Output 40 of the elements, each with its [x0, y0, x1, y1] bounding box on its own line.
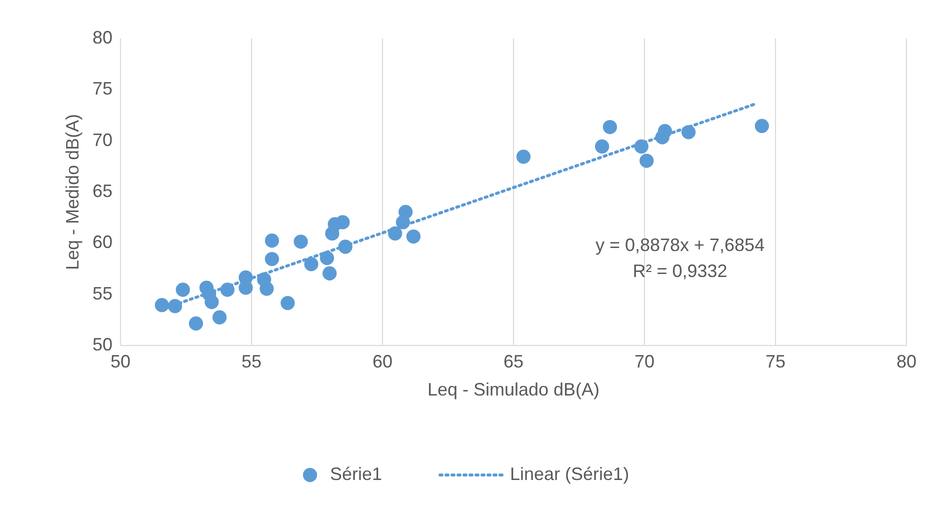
point — [280, 296, 295, 310]
point — [294, 234, 308, 249]
annotation: R² = 0,9332 — [632, 261, 728, 281]
point — [188, 316, 204, 331]
legend-label: Linear (Série1) — [510, 464, 630, 484]
point — [602, 120, 618, 134]
point — [212, 310, 227, 324]
x-tick-label: 80 — [896, 352, 917, 372]
point — [336, 215, 350, 230]
point — [322, 266, 337, 280]
point — [238, 280, 253, 295]
point — [754, 118, 769, 134]
point — [264, 234, 280, 248]
legend-label: Série1 — [330, 464, 382, 484]
x-tick-label: 75 — [765, 352, 786, 372]
point — [595, 139, 610, 154]
x-tick-label: 50 — [110, 352, 131, 372]
point — [176, 282, 190, 297]
point — [406, 229, 421, 244]
y-axis-title: Leq - Medido dB(A) — [62, 114, 82, 270]
x-tick-label: 70 — [634, 352, 655, 372]
y-tick-label: 55 — [92, 283, 112, 304]
point — [516, 150, 531, 164]
point — [398, 204, 413, 220]
x-tick-label: 55 — [241, 352, 262, 372]
point — [304, 257, 318, 272]
y-tick-label: 65 — [92, 181, 112, 201]
x-tick-label: 65 — [503, 352, 524, 372]
point — [640, 154, 654, 168]
y-tick-label: 80 — [92, 28, 112, 48]
point — [264, 252, 280, 266]
point — [260, 282, 274, 296]
x-tick-label: 60 — [372, 352, 393, 372]
y-tick-label: 50 — [92, 334, 112, 354]
annotation: y = 0,8878x + 7,6854 — [595, 235, 765, 255]
point — [204, 294, 219, 310]
y-tick-label: 70 — [92, 130, 112, 150]
y-tick-label: 75 — [92, 78, 112, 99]
x-axis-title: Leq - Simulado dB(A) — [427, 380, 600, 400]
y-tick-label: 60 — [92, 232, 112, 252]
